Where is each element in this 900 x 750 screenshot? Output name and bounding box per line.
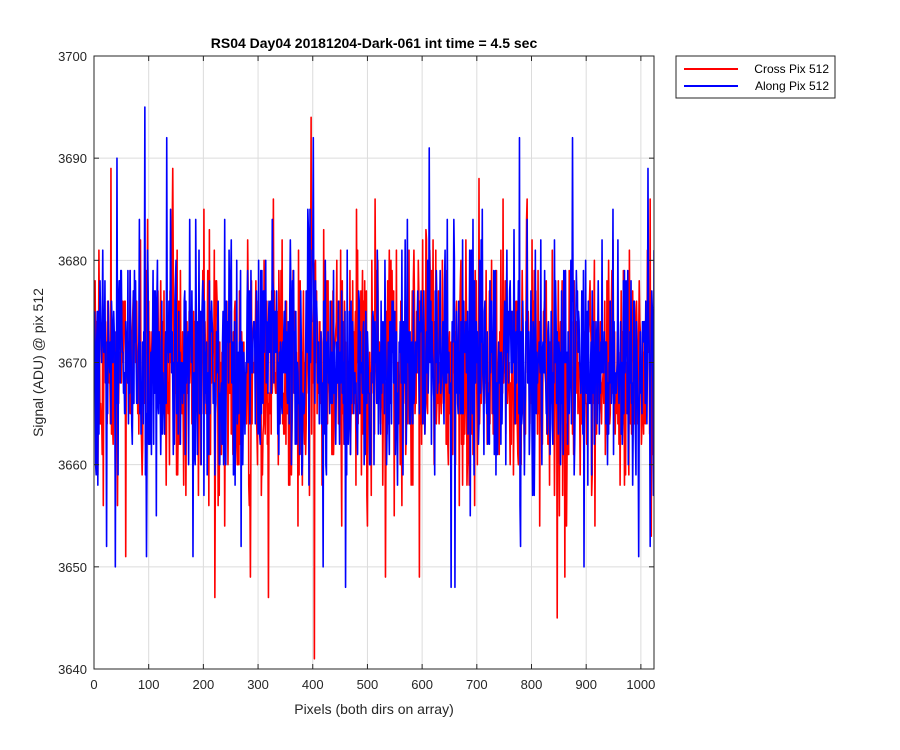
y-tick-label: 3680	[58, 253, 87, 268]
x-tick-label: 100	[138, 677, 160, 692]
x-tick-label: 200	[193, 677, 215, 692]
x-tick-label: 900	[575, 677, 597, 692]
chart-title: RS04 Day04 20181204-Dark-061 int time = …	[211, 35, 538, 51]
legend: Cross Pix 512 Along Pix 512	[675, 55, 836, 99]
y-tick-label: 3670	[58, 356, 87, 371]
y-tick-label: 3690	[58, 151, 87, 166]
y-tick-label: 3660	[58, 458, 87, 473]
x-tick-label: 800	[521, 677, 543, 692]
x-tick-label: 300	[247, 677, 269, 692]
x-tick-label: 700	[466, 677, 488, 692]
x-tick-label: 1000	[626, 677, 655, 692]
legend-box	[675, 55, 836, 99]
series-line-along	[94, 106, 654, 589]
axis-ticks: 0 100 200 300 400 500 600 700 800 900 1000 3640 3650…	[58, 49, 655, 692]
x-tick-label: 600	[411, 677, 433, 692]
y-tick-label: 3650	[58, 560, 87, 575]
x-tick-label: 400	[302, 677, 324, 692]
series-layer	[94, 106, 654, 660]
x-tick-label: 500	[357, 677, 379, 692]
legend-entry-cross: Cross Pix 512	[754, 62, 829, 76]
x-axis-label: Pixels (both dirs on array)	[294, 701, 454, 717]
y-axis-label: Signal (ADU) @ pix 512	[30, 288, 46, 437]
legend-entry-along: Along Pix 512	[755, 79, 829, 93]
y-tick-label: 3640	[58, 662, 87, 677]
x-tick-label: 0	[90, 677, 97, 692]
y-tick-label: 3700	[58, 49, 87, 64]
